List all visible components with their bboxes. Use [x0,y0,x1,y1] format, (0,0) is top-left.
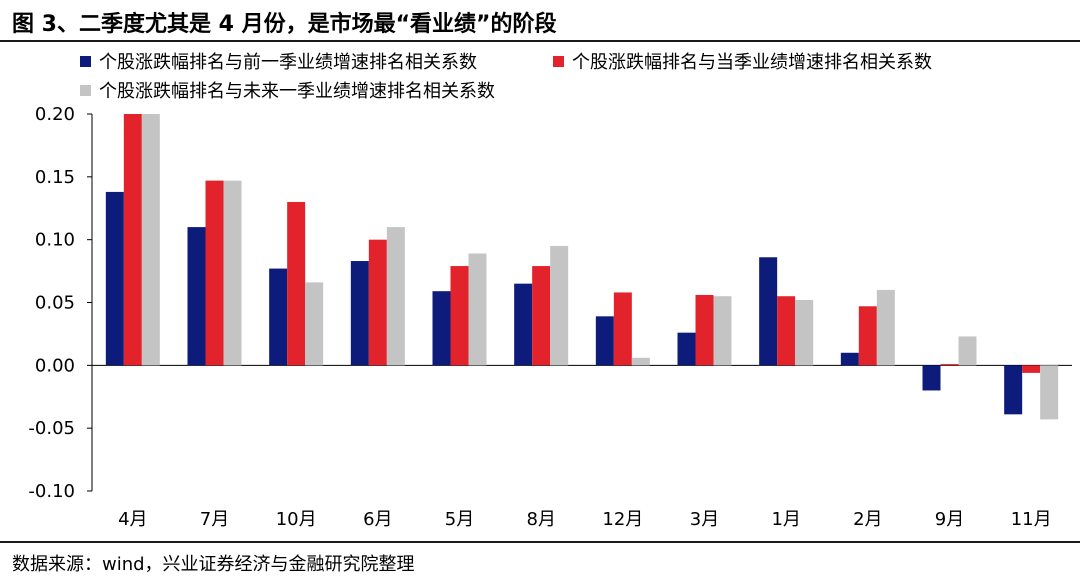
y-tick-label: 0.00 [35,355,75,376]
source-note: 数据来源：wind，兴业证券经济与金融研究院整理 [12,554,415,575]
bar-next-quarter [386,227,405,366]
x-tick-label: 9月 [935,509,964,530]
chart-title: 图 3、二季度尤其是 4 月份，是市场最“看业绩”的阶段 [12,12,557,37]
x-tick-label: 2月 [853,509,882,530]
legend-swatch [80,55,91,67]
y-tick-label: 0.10 [35,230,75,251]
y-tick-label: 0.20 [35,104,75,125]
y-tick-label: -0.10 [28,481,75,502]
bar-next-quarter [713,296,732,366]
legend-swatch [80,84,91,96]
bar-current-quarter [695,294,714,366]
bar-prev-quarter [922,365,941,391]
bar-next-quarter [305,282,324,366]
legend-label: 个股涨跌幅排名与前一季业绩增速排名相关系数 [99,52,477,73]
bar-current-quarter [123,114,142,366]
bar-prev-quarter [677,332,696,366]
y-tick-label: -0.05 [28,418,75,439]
bar-current-quarter [287,201,306,366]
bar-prev-quarter [759,257,778,366]
bar-prev-quarter [350,261,369,366]
x-tick-label: 11月 [1011,509,1052,530]
bar-next-quarter [1040,365,1059,420]
x-tick-label: 12月 [602,509,643,530]
title-divider [0,40,1080,42]
bar-prev-quarter [432,291,451,366]
y-tick-label: 0.15 [35,167,75,188]
x-tick-label: 4月 [118,509,147,530]
bar-prev-quarter [840,352,859,366]
bar-next-quarter [795,299,814,366]
x-tick-label: 3月 [690,509,719,530]
bar-next-quarter [223,180,242,366]
x-tick-label: 1月 [771,509,800,530]
bar-prev-quarter [269,268,288,366]
bar-current-quarter [368,239,387,366]
bar-current-quarter [205,180,224,366]
bar-prev-quarter [187,227,206,366]
bar-prev-quarter [1004,365,1023,415]
bar-current-quarter [940,364,959,366]
legend-label: 个股涨跌幅排名与当季业绩增速排名相关系数 [572,52,932,73]
bar-prev-quarter [514,283,533,366]
legend-item-next-quarter: 个股涨跌幅排名与未来一季业绩增速排名相关系数 [80,77,495,103]
bar-current-quarter [450,266,469,366]
x-tick-label: 5月 [445,509,474,530]
y-tick-label: 0.05 [35,293,75,314]
x-tick-label: 6月 [363,509,392,530]
legend-swatch [553,55,564,67]
bar-next-quarter [468,253,487,366]
x-tick-label: 10月 [276,509,317,530]
bar-current-quarter [858,306,877,366]
bar-next-quarter [876,289,895,366]
bar-next-quarter [958,336,977,366]
bar-current-quarter [1022,365,1041,373]
legend-item-current-quarter: 个股涨跌幅排名与当季业绩增速排名相关系数 [553,48,932,74]
bar-current-quarter [532,266,551,366]
bar-next-quarter [141,114,160,366]
bar-next-quarter [550,245,569,366]
bar-prev-quarter [105,191,124,366]
x-tick-label: 8月 [526,509,555,530]
legend-item-prev-quarter: 个股涨跌幅排名与前一季业绩增速排名相关系数 [80,48,477,74]
bar-next-quarter [631,357,650,366]
legend-label: 个股涨跌幅排名与未来一季业绩增速排名相关系数 [99,81,495,102]
x-tick-label: 7月 [200,509,229,530]
bar-current-quarter [613,292,632,366]
bar-prev-quarter [595,316,614,366]
bar-current-quarter [777,296,796,366]
footer-divider [0,541,1080,543]
